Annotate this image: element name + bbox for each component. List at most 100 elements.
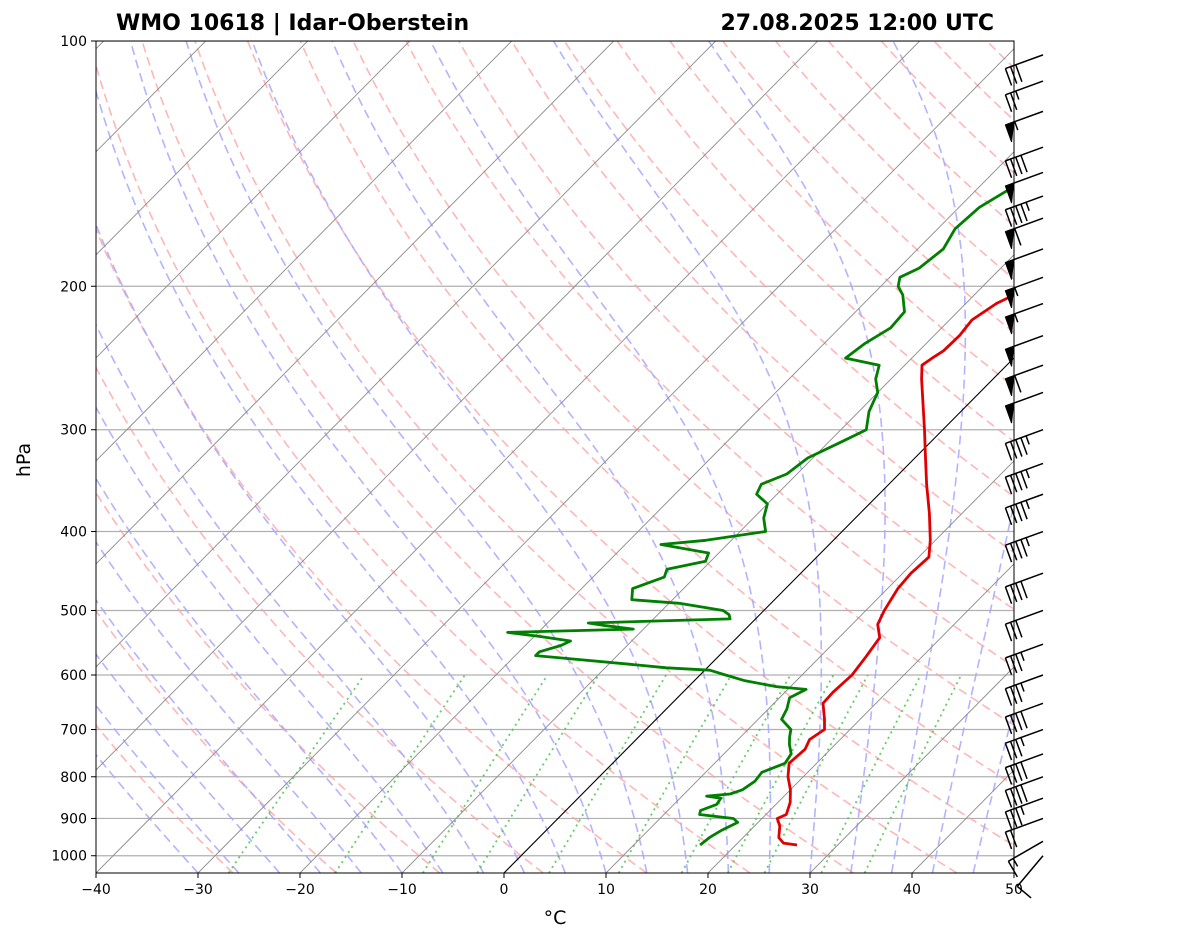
- wind-barb-shaft: [1005, 728, 1044, 744]
- wind-barb-feather: [1009, 441, 1018, 459]
- wind-barb: [1004, 276, 1044, 309]
- wind-barb-feather: [1004, 586, 1013, 605]
- wind-barb-feather: [1015, 541, 1023, 559]
- x-tick-label: 50: [1005, 882, 1023, 898]
- dewpoint-series: [506, 184, 1014, 847]
- temperature-line: [775, 293, 1014, 847]
- wind-barb: [1004, 493, 1044, 526]
- wind-barb-feather: [1004, 160, 1013, 179]
- pressure-gridlines: [96, 41, 1014, 857]
- wind-barb-feather: [1015, 684, 1023, 703]
- wind-barb: [1004, 728, 1044, 761]
- x-tick-label: −40: [81, 882, 111, 898]
- wind-barb-half-feather: [1020, 651, 1025, 661]
- y-tick-label: 800: [60, 770, 87, 786]
- wind-barb-feather: [1020, 437, 1028, 455]
- isotherm: [96, 41, 717, 668]
- moist-adiabat: [96, 540, 362, 873]
- wind-barb: [1004, 753, 1044, 785]
- wind-barb-feather: [1009, 765, 1018, 783]
- wind-barb-half-feather: [1025, 469, 1030, 479]
- moist-adiabat: [552, 41, 823, 873]
- wind-barb: [1004, 429, 1044, 461]
- wind-barb: [1004, 674, 1044, 706]
- wind-barb-shaft: [1005, 146, 1044, 162]
- dry-adiabat: [96, 609, 337, 873]
- x-tick-label: 0: [500, 882, 509, 898]
- wind-barb-pennant: [1004, 313, 1015, 335]
- x-tick-label: 30: [801, 882, 819, 898]
- wind-barb-feather: [1015, 653, 1023, 672]
- dry-adiabat: [141, 41, 854, 873]
- wind-barb-shaft: [1005, 80, 1044, 96]
- wind-barb-feather: [1009, 741, 1018, 759]
- wind-barb-shaft: [1005, 643, 1044, 659]
- wind-barb-pennant: [1004, 345, 1015, 367]
- wind-barb-shaft: [1005, 797, 1044, 813]
- moist-adiabat: [890, 41, 967, 873]
- moist-adiabat: [129, 41, 607, 873]
- wind-barb-feather: [1016, 885, 1032, 899]
- wind-barb: [1004, 609, 1044, 642]
- wind-barb-half-feather: [1025, 435, 1030, 445]
- wind-barb-feather: [1004, 831, 1013, 850]
- wind-barb-shaft: [1005, 572, 1044, 588]
- moist-adiabat: [251, 41, 689, 873]
- wind-barb-feather: [1009, 92, 1018, 111]
- wind-barb-half-feather: [1025, 537, 1030, 547]
- wind-barb: [1004, 462, 1044, 495]
- wind-barb-shaft: [1005, 753, 1044, 769]
- wind-barb-feather: [1020, 203, 1028, 222]
- x-tick-label: −20: [285, 882, 315, 898]
- mixing-ratio-line: [476, 674, 600, 873]
- wind-barb-feather: [1009, 158, 1018, 177]
- wind-barb-feather: [1009, 829, 1018, 848]
- mixing-ratio-line: [227, 674, 365, 873]
- dry-adiabat: [774, 41, 1014, 281]
- moist-adiabat: [96, 222, 526, 873]
- wind-barb-feather: [1015, 739, 1023, 757]
- isotherm: [96, 41, 513, 462]
- wind-barb-feather: [1020, 761, 1028, 780]
- y-tick-label: 500: [60, 603, 87, 619]
- wind-barb-feather: [1015, 786, 1023, 804]
- wind-barb: [1004, 776, 1044, 808]
- moist-adiabat: [96, 323, 485, 873]
- wind-barb-shaft: [1005, 674, 1044, 690]
- moist-adiabat: [96, 598, 322, 873]
- wind-barb-feather: [1004, 623, 1013, 642]
- wind-barb-feather: [1020, 711, 1028, 729]
- wind-barb-feather: [1020, 580, 1028, 599]
- wind-barb-shaft: [1005, 702, 1044, 718]
- wind-barbs: [1004, 54, 1044, 899]
- wind-barb-shaft: [1005, 493, 1044, 509]
- wind-barb-feather: [1015, 439, 1023, 457]
- chart-title-left: WMO 10618 | Idar-Oberstein: [116, 11, 469, 36]
- wind-barb-pennant: [1004, 121, 1015, 143]
- isotherm: [401, 254, 1014, 873]
- wind-barb-feather: [1004, 209, 1013, 227]
- moist-adiabat: [931, 499, 1014, 873]
- wind-barb-half-feather: [1015, 90, 1020, 100]
- x-axis-ticks: −40 −30 −20 −10 0 10 20 30 40 50: [81, 873, 1023, 898]
- wind-barb-half-feather: [1020, 737, 1025, 747]
- wind-barb-feather: [1009, 655, 1018, 674]
- wind-barb-pennant: [1004, 228, 1015, 249]
- wind-barb-feather: [1020, 539, 1028, 557]
- mixing-ratio-line: [548, 674, 667, 873]
- wind-barb-pennant: [1004, 402, 1015, 424]
- wind-barb-feather: [1004, 811, 1013, 830]
- dry-adiabat: [96, 62, 751, 873]
- wind-barb-half-feather: [1025, 500, 1030, 510]
- wind-barb: [1004, 335, 1044, 367]
- wind-barb: [1004, 797, 1044, 830]
- wind-barb-shaft: [1005, 609, 1044, 625]
- wind-barb-shaft: [1005, 195, 1044, 211]
- wind-barb-half-feather: [1014, 313, 1019, 323]
- wind-barb-feather: [1004, 94, 1013, 112]
- moist-adiabat: [96, 652, 281, 873]
- wind-barb-feather: [1015, 156, 1023, 175]
- wind-barb-shaft: [1005, 462, 1044, 478]
- wind-barb-half-feather: [1014, 287, 1019, 297]
